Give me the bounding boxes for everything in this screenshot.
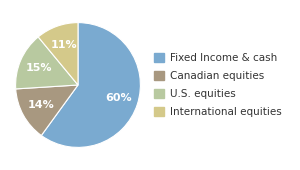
Text: 15%: 15% bbox=[26, 63, 52, 73]
Wedge shape bbox=[38, 23, 78, 85]
Wedge shape bbox=[16, 85, 78, 135]
Text: 60%: 60% bbox=[105, 93, 132, 103]
Wedge shape bbox=[41, 23, 140, 147]
Wedge shape bbox=[16, 37, 78, 89]
Text: 14%: 14% bbox=[27, 100, 54, 110]
Text: 11%: 11% bbox=[50, 40, 77, 50]
Legend: Fixed Income & cash, Canadian equities, U.S. equities, International equities: Fixed Income & cash, Canadian equities, … bbox=[154, 53, 281, 117]
